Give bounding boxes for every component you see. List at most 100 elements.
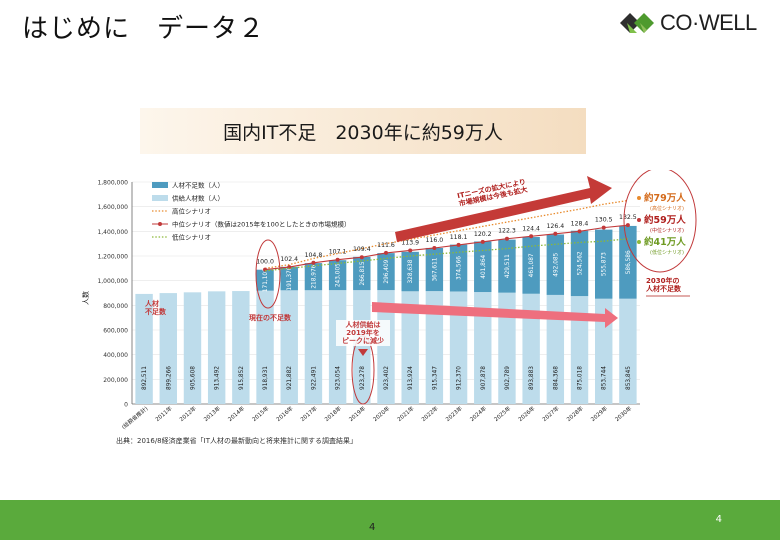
y-tick-label: 1,200,000 <box>97 254 128 261</box>
shortage-bar <box>256 269 274 291</box>
legend-swatch <box>152 195 168 201</box>
supply-value-label: 913,924 <box>408 366 414 390</box>
x-tick-label: 2021年 <box>395 404 415 423</box>
market-index-label: 100.0 <box>256 259 274 266</box>
market-index-label: 107.1 <box>329 249 347 256</box>
y-tick-label: 1,800,000 <box>97 180 128 187</box>
x-tick-label: 2024年 <box>468 404 488 423</box>
x-tick-label: 2025年 <box>492 404 512 423</box>
y-tick-label: 200,000 <box>103 377 128 384</box>
company-logo: CO·WELL <box>616 6 766 42</box>
x-tick-label: 2016年 <box>274 404 294 423</box>
mid-scenario-point <box>504 236 509 241</box>
supply-value-label: 921,882 <box>287 366 293 390</box>
supply-bar <box>183 292 202 404</box>
market-index-label: 132.5 <box>619 214 637 221</box>
shortage-value-label: 461,087 <box>529 253 535 277</box>
supply-value-label: 875,018 <box>578 366 584 390</box>
y-tick-label: 800,000 <box>103 303 128 310</box>
x-tick-label: 2023年 <box>444 404 464 423</box>
supply-value-label: 899,266 <box>166 366 172 390</box>
market-index-label: 122.3 <box>498 228 516 235</box>
supply-bar <box>449 291 468 404</box>
supply-bar <box>522 293 540 404</box>
workforce-chart: 0 200,000 400,000 600,000 800,000 1,000,000 1,… <box>81 170 697 431</box>
growth-arrow-label: ITニーズの拡大により市場規模は今後も拡大 <box>456 177 528 208</box>
shortage-value-label: 524,562 <box>578 251 584 275</box>
x-tick-label: 2014年 <box>226 404 246 423</box>
supply-value-label: 902,789 <box>505 366 511 390</box>
mid-scenario-point <box>529 234 534 239</box>
shortage-bar <box>304 263 323 291</box>
x-tick-label: 2030年 <box>613 404 633 423</box>
supply-bar <box>377 290 395 404</box>
shortage-bar <box>595 229 613 299</box>
market-index-label: 128.4 <box>571 220 589 227</box>
supply-value-label: 923,278 <box>360 366 366 390</box>
logo-text: CO·WELL <box>660 10 757 35</box>
supply-bar <box>232 291 250 404</box>
mid-scenario-point <box>601 225 606 230</box>
banner-title: 国内IT不足 2030年に約59万人 <box>140 108 586 154</box>
shortage-bar <box>377 253 395 291</box>
page-number-right: 4 <box>715 514 722 525</box>
x-tick-label: 2027年 <box>541 404 561 423</box>
y-tick-label: 400,000 <box>103 352 128 359</box>
supply-bar <box>401 291 419 404</box>
supply-value-label: 907,878 <box>481 366 487 390</box>
shortage-bar <box>474 241 492 293</box>
supply-bar <box>619 298 637 404</box>
x-tick-label: 2019年 <box>347 404 367 423</box>
supply-bar <box>498 292 516 404</box>
high-total-label: 約79万人 <box>644 192 686 204</box>
market-index-label: 120.2 <box>474 231 492 238</box>
mid-scenario-point <box>384 250 388 255</box>
legend-swatch <box>152 182 168 188</box>
supply-value-label: 893,883 <box>529 366 535 390</box>
y-axis-title: 人数 <box>81 291 90 305</box>
shortage-bar <box>449 244 468 292</box>
mid-scenario-point <box>335 257 340 262</box>
shortage-value-label: 171,100 <box>263 268 269 292</box>
supply-value-label: 913,492 <box>215 366 221 390</box>
shortage-value-label: 218,976 <box>311 264 317 288</box>
mid-scenario-point <box>577 229 582 234</box>
mid-scenario-line <box>264 224 628 271</box>
low-total-sublabel: (低位シナリオ) <box>650 249 684 256</box>
market-index-label: 109.4 <box>353 246 371 253</box>
y-tick-label: 600,000 <box>103 328 128 335</box>
low-scenario-line <box>264 238 628 272</box>
x-tick-label: 2022年 <box>420 404 440 423</box>
mid-scenario-point <box>625 223 630 228</box>
supply-value-label: 915,852 <box>239 366 245 390</box>
mid-scenario-point <box>432 245 437 250</box>
supply-bar <box>256 290 274 404</box>
high-total-sublabel: (高位シナリオ) <box>650 205 684 212</box>
high-total-marker <box>637 196 641 200</box>
current-shortage-circle <box>255 239 281 309</box>
supply-value-label: 905,608 <box>190 366 196 390</box>
market-index-label: 113.9 <box>401 239 419 246</box>
x-tick-label: 2011年 <box>153 404 173 423</box>
supply-bar <box>570 296 589 404</box>
scenario-summary-circle <box>623 170 697 273</box>
market-index-label: 104.8 <box>305 252 323 259</box>
shortage-value-label: 191,370 <box>287 266 293 290</box>
growth-arrow-icon <box>395 176 612 242</box>
shortage-value-label: 429,511 <box>505 254 511 278</box>
mid-scenario-point <box>359 255 364 260</box>
shortage-bar <box>570 230 589 297</box>
shortage-value-label: 586,586 <box>626 250 632 274</box>
supply-peak-pointer-icon <box>358 349 368 356</box>
mid-scenario-point <box>311 260 316 265</box>
supply-peak-label: 人材供給は 2019年をピークに減少 <box>342 320 384 345</box>
supply-value-label: 912,370 <box>457 366 463 390</box>
logo-mark-icon <box>620 13 654 33</box>
mid-total-sublabel: (中位シナリオ) <box>650 227 684 234</box>
shortage-bar <box>401 251 419 292</box>
supply-value-label: 884,368 <box>553 366 559 390</box>
x-tick-label: 2026年 <box>516 404 536 423</box>
legend-label: 中位シナリオ（数値は2015年を100としたときの市場規模） <box>172 220 350 229</box>
shortage-value-label: 367,611 <box>432 257 438 281</box>
x-tick-label: 2018年 <box>323 404 343 423</box>
